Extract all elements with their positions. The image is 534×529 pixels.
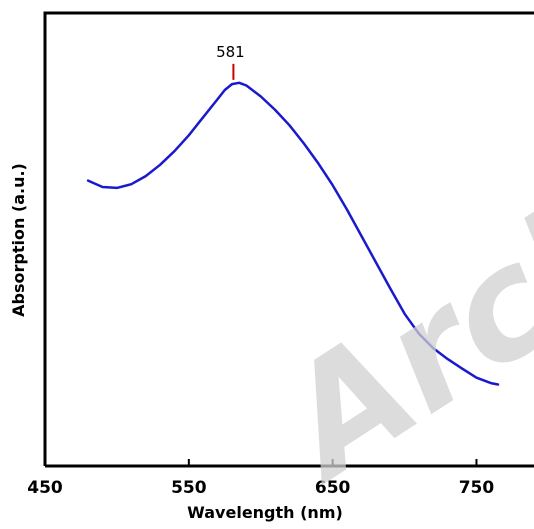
series-line	[86, 81, 500, 386]
x-tick-label: 550	[171, 478, 207, 498]
x-axis-title: Wavelength (nm)	[187, 503, 343, 522]
plot-frame	[43, 11, 534, 466]
x-tick-label: 450	[27, 478, 63, 498]
x-tick-label: 650	[315, 478, 351, 498]
watermark: Archi	[246, 125, 534, 516]
y-axis-title: Absorption (a.u.)	[9, 163, 28, 317]
x-ticks: 450 550 650 750	[27, 459, 494, 498]
x-tick-label: 750	[459, 478, 495, 498]
peak-label: 581	[216, 43, 245, 61]
